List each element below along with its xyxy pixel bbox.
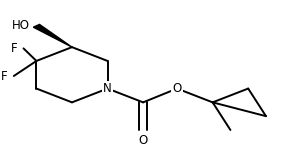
Text: HO: HO [12,19,30,32]
Text: N: N [103,82,112,95]
Text: F: F [1,69,7,83]
Text: O: O [138,134,148,147]
Polygon shape [33,24,72,47]
Text: F: F [10,42,17,55]
Text: O: O [173,82,182,95]
